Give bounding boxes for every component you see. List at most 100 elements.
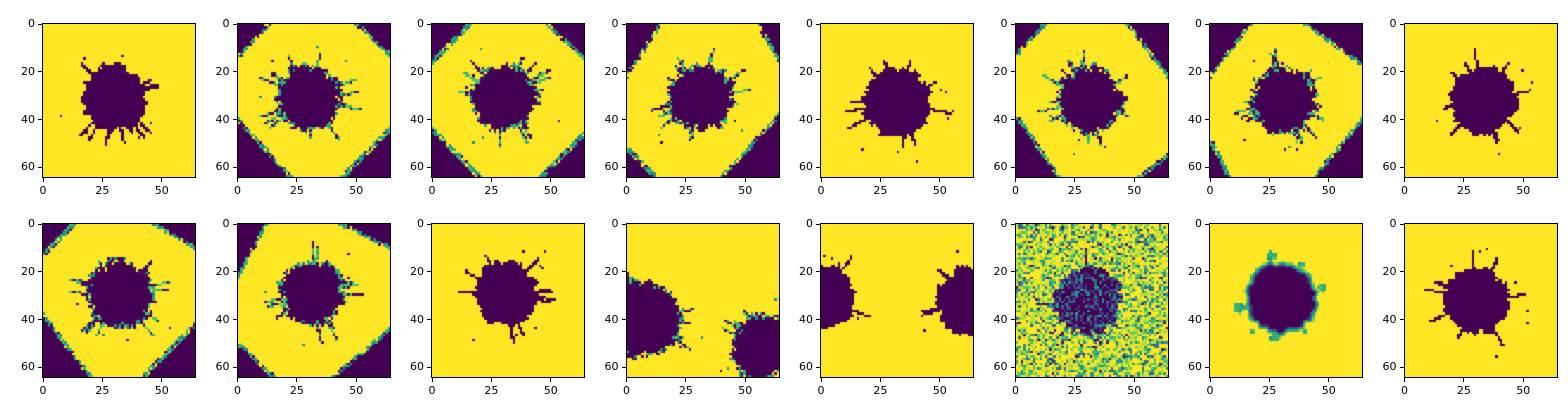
heatmap-image (237, 24, 390, 177)
x-tick-mark (1404, 378, 1405, 382)
y-tick-label: 60 (21, 360, 35, 374)
heatmap-image (626, 24, 779, 177)
y-tick-label: 0 (611, 217, 619, 230)
y-tick-label: 60 (410, 160, 424, 174)
heatmap-image (43, 24, 195, 177)
y-tick-mark (427, 23, 431, 25)
axes-spines (431, 223, 585, 378)
y-tick-label: 60 (215, 360, 230, 374)
x-tick-label: 25 (1456, 384, 1471, 397)
x-tick-label: 25 (678, 184, 693, 197)
y-tick-mark (816, 366, 820, 368)
heatmap-image (1015, 224, 1168, 377)
axes-spines (431, 23, 585, 178)
y-tick-label: 0 (1195, 217, 1202, 230)
x-tick-label: 25 (873, 184, 888, 197)
heatmap-image (432, 224, 584, 377)
y-tick-label: 40 (1188, 312, 1202, 326)
y-tick-mark (1010, 23, 1015, 25)
subplot-r0c5: 0 20 40 60 0 25 50 (994, 17, 1169, 197)
y-tick-mark (816, 71, 820, 73)
x-tick-label: 50 (1127, 184, 1142, 197)
x-tick-mark (1209, 378, 1211, 382)
x-tick-mark (237, 378, 238, 382)
y-tick-label: 60 (799, 360, 813, 374)
axes-spines (625, 23, 780, 178)
subplot-r0c3: 0 20 40 60 0 25 50 (605, 17, 780, 197)
y-tick-label: 40 (993, 112, 1008, 126)
x-tick-label: 25 (1262, 184, 1277, 197)
subplot-r0c2: 0 20 40 60 0 25 50 (410, 17, 585, 197)
y-tick-mark (1205, 319, 1209, 321)
x-tick-label: 0 (428, 384, 436, 397)
y-tick-mark (427, 166, 431, 168)
y-tick-label: 40 (215, 112, 230, 126)
y-tick-label: 0 (28, 217, 35, 230)
subplot-r1c0: 0 20 40 60 0 25 50 (21, 217, 196, 397)
heatmap-image (1210, 224, 1362, 377)
x-tick-mark (431, 178, 433, 182)
y-tick-mark (1010, 71, 1015, 73)
x-tick-label: 0 (1401, 384, 1408, 397)
x-tick-mark (820, 378, 822, 382)
y-tick-mark (1205, 271, 1209, 273)
y-tick-label: 60 (21, 160, 35, 174)
x-tick-mark (161, 378, 163, 382)
y-tick-mark (427, 319, 431, 321)
x-tick-label: 0 (1012, 184, 1019, 197)
x-tick-label: 25 (484, 384, 499, 397)
y-tick-mark (621, 366, 626, 368)
y-tick-label: 0 (1000, 217, 1008, 230)
axes-spines (42, 23, 196, 178)
y-tick-label: 20 (799, 64, 813, 78)
y-tick-mark (427, 271, 431, 273)
y-tick-mark (1205, 119, 1209, 121)
y-tick-mark (1205, 23, 1209, 25)
x-tick-label: 50 (738, 384, 753, 397)
y-tick-mark (232, 319, 237, 321)
x-tick-mark (626, 378, 627, 382)
heatmap-image (237, 224, 390, 377)
x-tick-mark (1074, 178, 1076, 182)
x-tick-mark (685, 178, 687, 182)
y-tick-label: 20 (21, 264, 35, 278)
x-tick-label: 50 (543, 184, 558, 197)
x-tick-label: 50 (1321, 184, 1336, 197)
axes-spines (1209, 223, 1363, 378)
y-tick-mark (1399, 23, 1404, 25)
x-tick-label: 25 (1067, 184, 1082, 197)
x-tick-mark (1015, 178, 1016, 182)
subplot-r1c5: 0 20 40 60 0 25 50 (994, 217, 1169, 397)
y-tick-label: 20 (410, 64, 424, 78)
y-tick-label: 40 (993, 312, 1008, 326)
subplot-r1c7: 0 20 40 60 0 25 50 (1383, 217, 1558, 397)
x-tick-mark (939, 378, 941, 382)
subplot-r1c3: 0 20 40 60 0 25 50 (605, 217, 780, 397)
x-tick-mark (820, 178, 822, 182)
y-tick-mark (1010, 366, 1015, 368)
subplot-r1c4: 0 20 40 60 0 25 50 (799, 217, 974, 397)
x-tick-mark (296, 178, 298, 182)
y-tick-label: 40 (410, 312, 424, 326)
y-tick-mark (1399, 71, 1404, 73)
y-tick-mark (1399, 271, 1404, 273)
x-tick-label: 25 (1262, 384, 1277, 397)
x-tick-label: 25 (1456, 184, 1471, 197)
x-tick-mark (939, 178, 941, 182)
y-tick-mark (621, 319, 626, 321)
y-tick-label: 20 (215, 64, 230, 78)
y-tick-mark (1399, 366, 1404, 368)
y-tick-mark (232, 271, 237, 273)
y-tick-label: 40 (410, 112, 424, 126)
axes-spines (625, 223, 780, 378)
y-tick-mark (232, 71, 237, 73)
y-tick-label: 40 (604, 112, 619, 126)
y-tick-mark (232, 166, 237, 168)
x-tick-label: 50 (543, 384, 558, 397)
y-tick-label: 60 (1382, 360, 1397, 374)
y-tick-label: 40 (215, 312, 230, 326)
heatmap-image (1404, 224, 1557, 377)
axes-spines (236, 23, 391, 178)
y-tick-mark (232, 223, 237, 225)
y-tick-mark (427, 366, 431, 368)
